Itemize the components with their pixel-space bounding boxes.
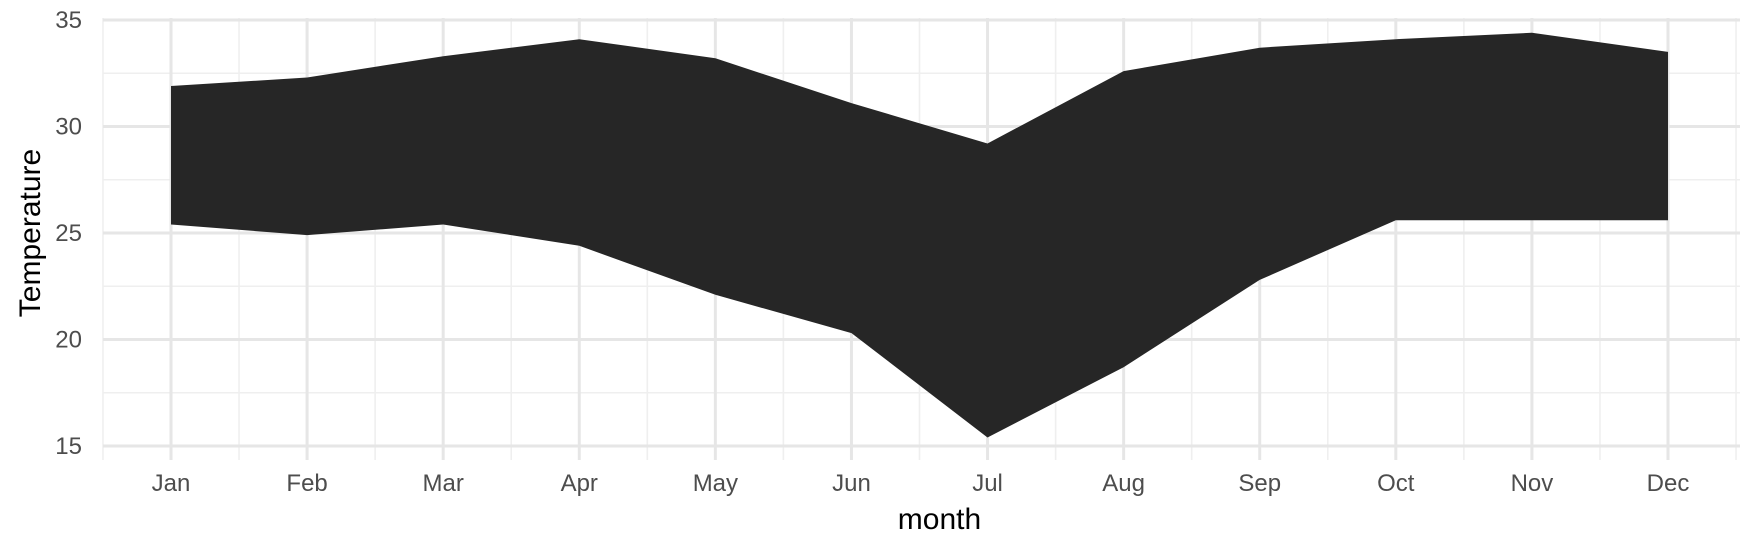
- x-tick-label: Jan: [152, 470, 191, 497]
- y-tick-label: 30: [55, 114, 82, 141]
- y-tick-label: 35: [55, 7, 82, 34]
- x-tick-label: Sep: [1238, 470, 1281, 497]
- x-tick-label: Nov: [1511, 470, 1554, 497]
- x-tick-label: May: [693, 470, 738, 497]
- y-axis-title: Temperature: [14, 149, 47, 317]
- x-tick-label: Mar: [423, 470, 464, 497]
- y-tick-label: 15: [55, 433, 82, 460]
- tick-labels: 15 20 25 30 35 Jan Feb Mar Apr May Jun Jul Aug Sep Oct…: [55, 7, 1689, 497]
- x-tick-label: Jul: [972, 470, 1003, 497]
- temperature-ribbon-area: [171, 32, 1668, 438]
- x-tick-label: Feb: [286, 470, 327, 497]
- x-tick-label: Jun: [832, 470, 871, 497]
- x-tick-label: Oct: [1377, 470, 1415, 497]
- x-axis-title: month: [898, 503, 981, 536]
- x-tick-label: Apr: [561, 470, 598, 497]
- x-tick-label: Dec: [1647, 470, 1690, 497]
- y-tick-label: 20: [55, 327, 82, 354]
- y-tick-label: 25: [55, 220, 82, 247]
- x-tick-label: Aug: [1102, 470, 1145, 497]
